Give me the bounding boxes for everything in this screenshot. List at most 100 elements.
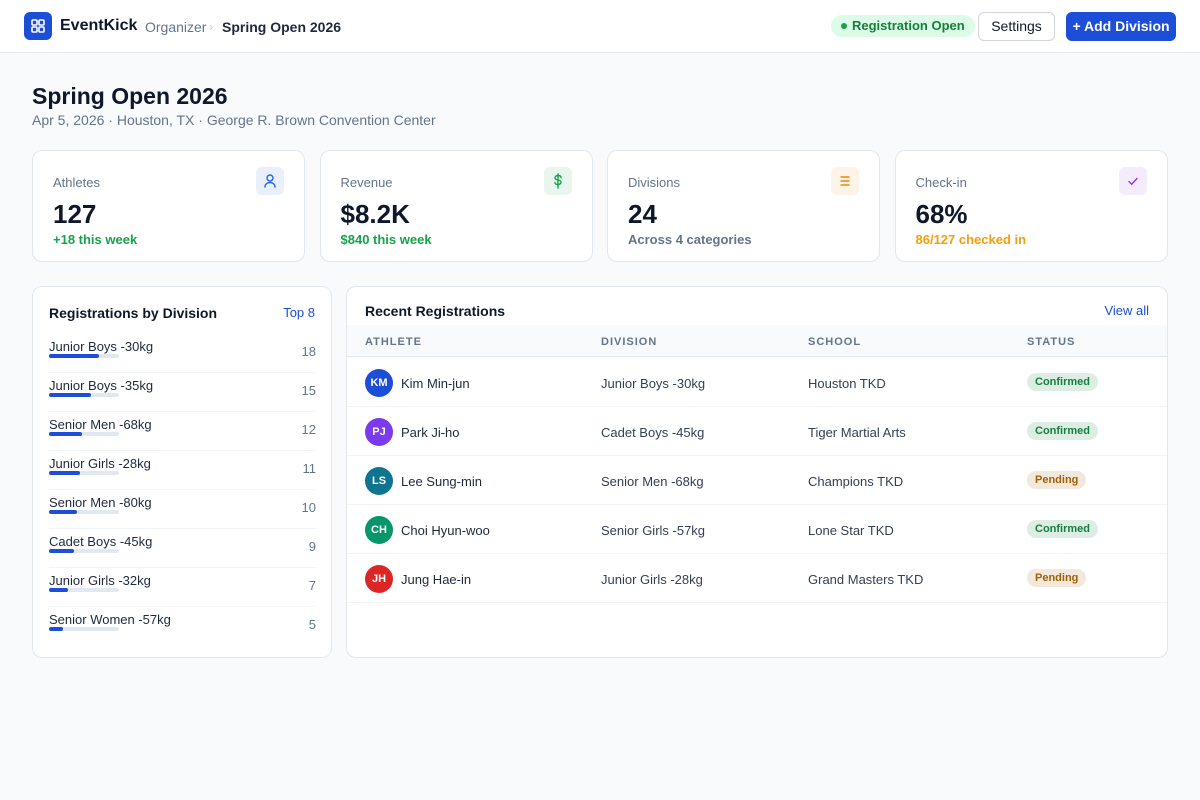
avatar: PJ [365,418,393,446]
avatar: KM [365,369,393,397]
division-count: 9 [308,539,316,554]
column-header: DIVISION [601,336,658,348]
bar-track [49,627,119,631]
division-count: 7 [308,578,316,593]
column-header: ATHLETE [365,336,422,348]
division-count: 11 [302,461,317,476]
stat-note: 86/127 checked in [915,232,1027,247]
logo-icon [31,19,45,33]
settings-button[interactable]: Settings [978,12,1055,41]
icon-glyph [553,173,562,189]
event-title: Spring Open 2026 [32,83,228,109]
stat-label: Divisions [628,175,681,190]
division-bar [49,393,91,397]
panel-title: Registrations by Division [49,305,218,321]
table-row[interactable]: CH Choi Hyun-woo Senior Girls -57kg Lone St… [347,505,1167,554]
stat-card: Revenue $8.2K $840 this week [319,150,593,262]
division-bar [49,588,69,592]
division-count: 18 [301,344,316,359]
school: Champions TKD [808,474,904,489]
division-row: Junior Boys -35kg 15 [49,373,316,412]
division-row: Junior Girls -28kg 11 [49,451,316,490]
school: Grand Masters TKD [808,572,924,587]
status-badge: Registration Open [831,15,975,37]
bar-track [49,588,119,592]
bar-track [49,432,119,436]
panel-link[interactable]: View all [1104,303,1149,318]
division: Senior Girls -57kg [601,523,706,538]
division-row: Cadet Boys -45kg 9 [49,529,316,568]
stat-card: Check-in 68% 86/127 checked in [894,150,1168,262]
division-row: Senior Men -80kg 10 [49,490,316,529]
registrations-panel: Recent Registrations View all ATHLETE DIV… [346,286,1168,658]
stat-value: 68% [915,199,968,229]
bar-track [49,354,119,358]
brand[interactable]: EventKick [60,17,138,34]
athlete-name: Lee Sung-min [401,474,482,489]
column-header: STATUS [1027,336,1076,348]
stat-note: +18 this week [53,232,138,247]
division: Junior Boys -30kg [601,376,706,391]
bar-track [49,549,119,553]
athlete-name: Choi Hyun-woo [401,523,490,538]
breadcrumb-link[interactable]: Organizer [145,19,207,35]
stat-note: $840 this week [340,232,432,247]
add-division-button[interactable]: + Add Division [1066,12,1176,41]
table-row[interactable]: JH Jung Hae-in Junior Girls -28kg Grand Mas… [347,554,1167,603]
division-bar [49,354,99,358]
status-pill: Pending [1027,569,1087,587]
table-row[interactable]: LS Lee Sung-min Senior Men -68kg Champions … [347,456,1167,505]
table-row[interactable]: KM Kim Min-jun Junior Boys -30kg Houston TK… [347,358,1167,407]
table-row[interactable]: PJ Park Ji-ho Cadet Boys -45kg Tiger Martia… [347,407,1167,456]
division-bar [49,510,77,514]
event-subtitle: Apr 5, 2026 · Houston, TX · George R. Br… [32,112,436,128]
division-name: Senior Women -57kg [49,612,171,627]
bar-track [49,393,119,397]
stat-icon [1118,167,1147,195]
division-count: 5 [308,617,316,632]
avatar: LS [365,467,393,495]
division-name: Senior Men -80kg [49,495,152,510]
school: Lone Star TKD [808,523,894,538]
status-pill: Confirmed [1027,373,1098,391]
icon-glyph [264,174,276,188]
top-bar: EventKick Organizer › Spring Open 2026 R… [0,0,1200,53]
stat-card: Athletes 127 +18 this week [32,150,305,262]
stat-label: Athletes [53,175,100,190]
bar-track [49,471,119,475]
division-panel: Registrations by Division Top 8 Junior B… [32,286,332,658]
table-header: ATHLETE DIVISION SCHOOL STATUS [347,325,1167,357]
stat-icon [543,167,572,195]
icon-glyph [840,176,850,186]
division: Junior Girls -28kg [601,572,703,587]
division-name: Junior Boys -30kg [49,339,154,354]
icon-glyph [1127,177,1138,186]
division-bar [49,471,80,475]
status-pill: Pending [1027,471,1087,489]
school: Houston TKD [808,376,886,391]
division-bar [49,549,74,553]
status-pill: Confirmed [1027,520,1098,538]
division-row: Senior Women -57kg 5 [49,607,316,646]
bar-track [49,510,119,514]
panel-title: Recent Registrations [365,303,506,319]
athlete-name: Park Ji-ho [401,425,460,440]
stat-value: 24 [628,199,657,229]
division-bar [49,627,63,631]
division-name: Junior Boys -35kg [49,378,154,393]
division-row: Junior Boys -30kg 18 [49,334,316,373]
logo[interactable] [24,12,52,40]
stat-value: $8.2K [340,199,410,229]
division-count: 15 [301,383,316,398]
stat-card: Divisions 24 Across 4 categories [607,150,880,262]
avatar: CH [365,516,393,544]
breadcrumb-separator: › [209,19,214,34]
division-name: Cadet Boys -45kg [49,534,153,549]
division-bar [49,432,83,436]
school: Tiger Martial Arts [808,425,906,440]
column-header: SCHOOL [808,336,862,348]
athlete-name: Jung Hae-in [401,572,472,587]
division-row: Senior Men -68kg 12 [49,412,316,451]
panel-link[interactable]: Top 8 [283,305,315,320]
